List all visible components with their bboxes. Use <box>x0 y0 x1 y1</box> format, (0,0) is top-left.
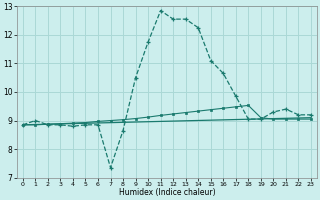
X-axis label: Humidex (Indice chaleur): Humidex (Indice chaleur) <box>119 188 215 197</box>
